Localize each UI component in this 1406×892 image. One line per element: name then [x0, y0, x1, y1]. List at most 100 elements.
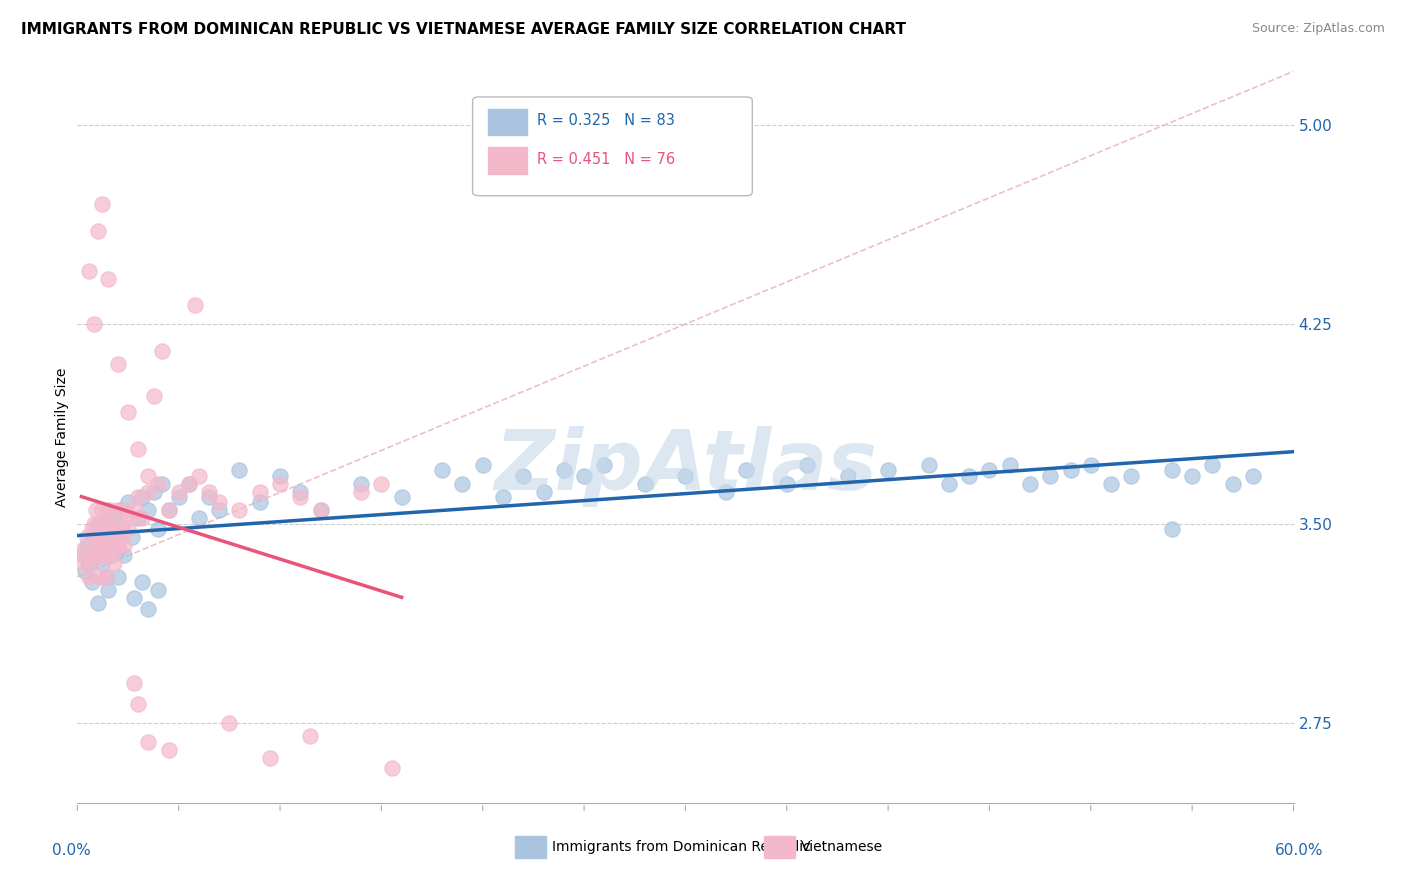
Point: [249, 495, 271, 509]
Point: [148, 582, 170, 597]
Point: [143, 484, 166, 499]
Bar: [765, 836, 794, 858]
Point: [1222, 476, 1244, 491]
Y-axis label: Average Family Size: Average Family Size: [55, 368, 69, 507]
Point: [107, 503, 129, 517]
Point: [122, 591, 145, 605]
Text: 60.0%: 60.0%: [1275, 843, 1324, 858]
Point: [136, 734, 159, 748]
Point: [84, 503, 107, 517]
Point: [136, 601, 159, 615]
Point: [90, 197, 112, 211]
Text: IMMIGRANTS FROM DOMINICAN REPUBLIC VS VIETNAMESE AVERAGE FAMILY SIZE CORRELATION: IMMIGRANTS FROM DOMINICAN REPUBLIC VS VI…: [21, 22, 905, 37]
Point: [122, 676, 145, 690]
Point: [89, 538, 111, 552]
Point: [80, 575, 103, 590]
Point: [93, 522, 115, 536]
Point: [837, 468, 859, 483]
FancyBboxPatch shape: [472, 97, 752, 195]
Point: [299, 729, 322, 743]
Point: [430, 463, 453, 477]
Point: [79, 264, 101, 278]
Point: [70, 557, 93, 571]
Point: [127, 490, 149, 504]
Point: [79, 570, 101, 584]
Point: [107, 543, 129, 558]
Point: [391, 490, 413, 504]
Point: [157, 503, 180, 517]
Point: [83, 317, 105, 331]
Point: [143, 389, 166, 403]
Point: [94, 570, 117, 584]
Point: [90, 557, 112, 571]
Point: [86, 516, 108, 531]
Point: [97, 511, 120, 525]
Point: [103, 511, 125, 525]
Point: [118, 511, 141, 525]
Point: [350, 476, 373, 491]
Point: [796, 458, 818, 472]
Point: [148, 476, 170, 491]
Point: [76, 538, 98, 552]
Point: [131, 575, 153, 590]
Point: [259, 750, 281, 764]
Point: [228, 503, 250, 517]
Bar: [515, 836, 546, 858]
Point: [97, 272, 120, 286]
Bar: [488, 109, 527, 135]
Point: [553, 463, 575, 477]
Point: [127, 442, 149, 456]
Point: [103, 557, 125, 571]
Point: [86, 549, 108, 563]
Point: [1039, 468, 1062, 483]
Point: [98, 538, 121, 552]
Point: [112, 538, 135, 552]
Point: [593, 458, 616, 472]
Point: [998, 458, 1021, 472]
Point: [80, 522, 103, 536]
Point: [157, 503, 180, 517]
Point: [94, 530, 117, 544]
Point: [108, 503, 131, 517]
Text: Vietnamese: Vietnamese: [801, 839, 883, 854]
Point: [1019, 476, 1042, 491]
Point: [83, 549, 105, 563]
Point: [309, 503, 332, 517]
Point: [152, 343, 174, 358]
Point: [938, 476, 960, 491]
Text: Immigrants from Dominican Republic: Immigrants from Dominican Republic: [551, 839, 810, 854]
Point: [90, 503, 112, 517]
Point: [918, 458, 941, 472]
Point: [269, 468, 291, 483]
Point: [89, 570, 111, 584]
Point: [776, 476, 799, 491]
Point: [290, 484, 312, 499]
Point: [152, 476, 174, 491]
Point: [111, 516, 134, 531]
Point: [188, 468, 211, 483]
Point: [1161, 522, 1184, 536]
Point: [714, 484, 737, 499]
Point: [121, 530, 143, 544]
Point: [75, 565, 97, 579]
Point: [117, 495, 139, 509]
Point: [101, 549, 124, 563]
Point: [103, 538, 125, 552]
Point: [97, 543, 120, 558]
Point: [86, 224, 108, 238]
Point: [83, 530, 105, 544]
Point: [208, 503, 231, 517]
Point: [1201, 458, 1223, 472]
Point: [127, 511, 149, 525]
Point: [1241, 468, 1264, 483]
Point: [269, 476, 291, 491]
Point: [111, 522, 134, 536]
Point: [198, 490, 221, 504]
Point: [675, 468, 697, 483]
Point: [97, 503, 120, 517]
Point: [107, 570, 129, 584]
Point: [117, 522, 139, 536]
Point: [93, 549, 115, 563]
Point: [97, 582, 120, 597]
Point: [1059, 463, 1081, 477]
